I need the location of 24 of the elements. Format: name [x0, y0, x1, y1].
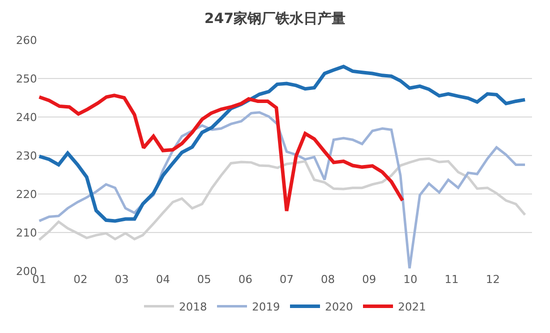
x-tick-label: 05	[197, 273, 212, 286]
y-tick-label: 230	[16, 149, 37, 162]
legend-label: 2021	[398, 300, 426, 314]
x-tick-label: 06	[238, 273, 252, 286]
x-tick-label: 12	[486, 273, 500, 286]
x-tick-label: 09	[362, 273, 376, 286]
x-tick-label: 08	[320, 273, 335, 286]
y-tick-label: 250	[16, 72, 37, 86]
x-tick-label: 07	[280, 273, 294, 286]
line-series	[38, 94, 404, 213]
chart-title: 247家钢厂铁水日产量	[204, 10, 346, 28]
x-tick-label: 04	[156, 273, 170, 286]
y-tick-label: 220	[16, 188, 37, 201]
y-tick-label: 260	[16, 34, 37, 47]
x-tick-label: 03	[114, 273, 129, 286]
legend-label: 2018	[179, 300, 207, 314]
y-tick-label: 210	[16, 226, 37, 240]
legend-label: 2019	[252, 300, 280, 314]
legend-label: 2020	[325, 300, 353, 314]
x-tick-label: 10	[403, 273, 418, 286]
line-series	[38, 64, 527, 223]
x-tick-label: 02	[73, 273, 88, 286]
y-tick-label: 240	[16, 110, 37, 124]
x-tick-label: 11	[444, 273, 459, 286]
